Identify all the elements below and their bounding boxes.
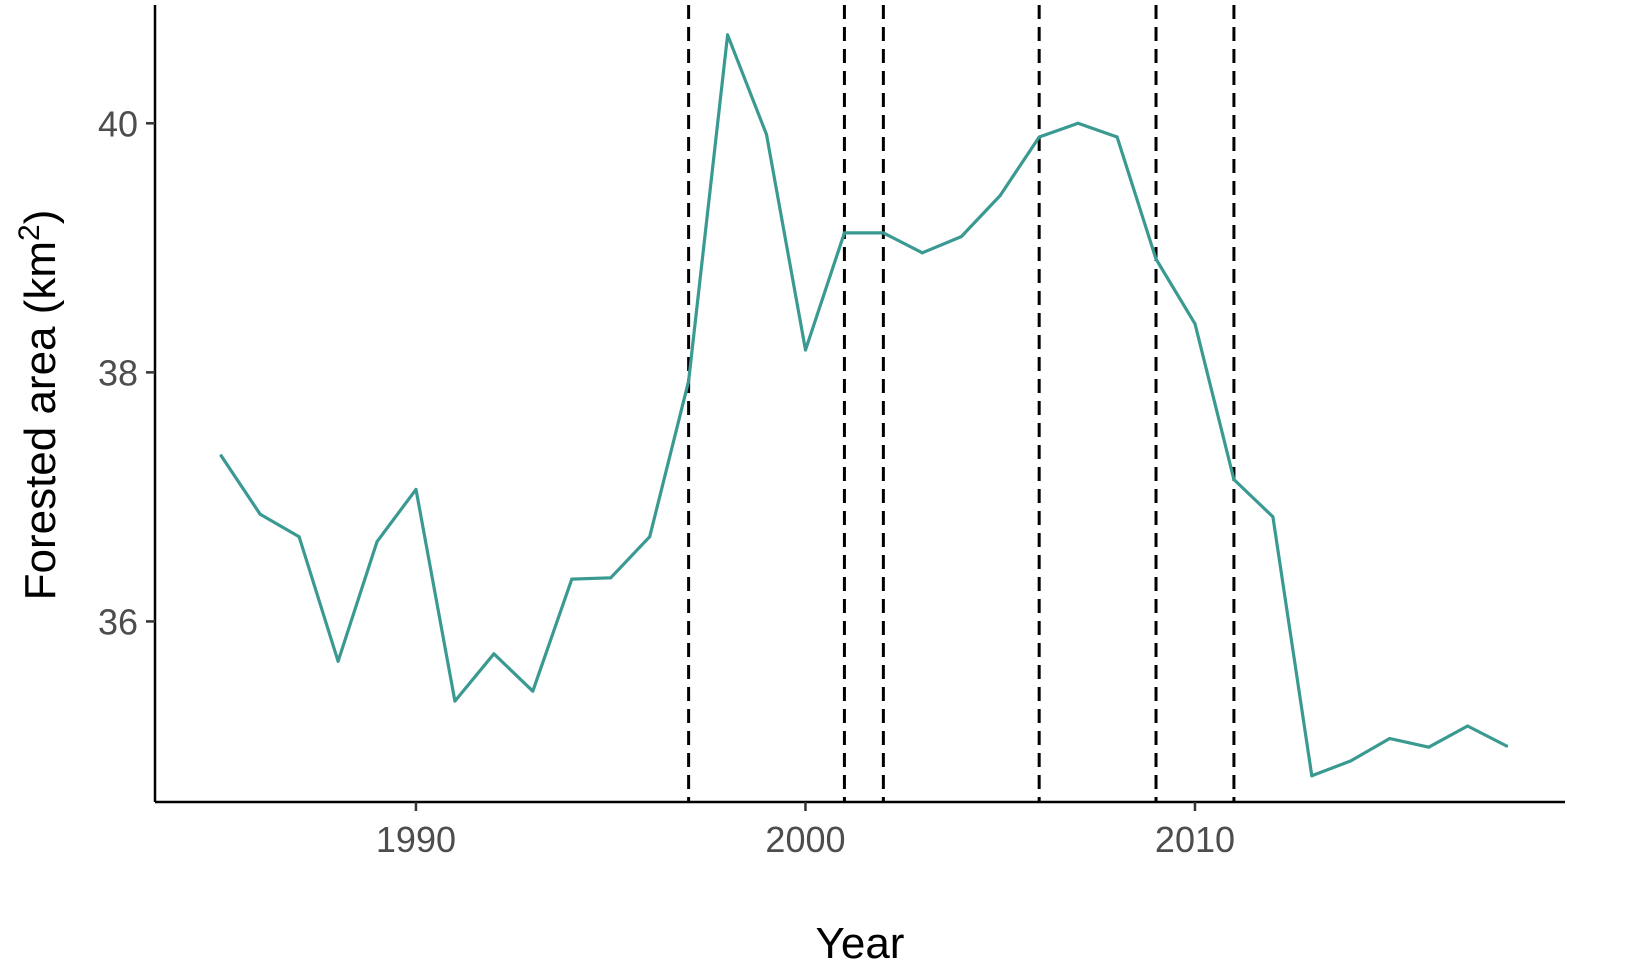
data-point: [648, 535, 652, 539]
data-point: [492, 652, 496, 656]
data-point: [726, 33, 730, 37]
data-point: [1232, 477, 1236, 481]
data-point: [336, 659, 340, 663]
data-point: [920, 251, 924, 255]
x-axis-ticks: 1990 2000 2010: [376, 802, 1235, 860]
x-tick-label: 2000: [765, 819, 845, 860]
data-point: [1037, 135, 1041, 139]
data-point: [1349, 759, 1353, 763]
data-point: [258, 512, 262, 516]
y-axis-ticks: 36 38 40: [98, 103, 155, 642]
data-point: [842, 231, 846, 235]
data-point: [1505, 744, 1509, 748]
x-axis-title: Year: [816, 919, 905, 963]
data-point: [881, 231, 885, 235]
data-point: [998, 194, 1002, 198]
data-point: [1271, 515, 1275, 519]
axes: [153, 5, 1565, 804]
data-point: [453, 699, 457, 703]
data-point: [687, 379, 691, 383]
data-point: [959, 235, 963, 239]
data-point: [765, 133, 769, 137]
y-axis-title-text: Forested area (km: [16, 241, 65, 600]
x-tick-label: 2010: [1155, 819, 1235, 860]
data-point: [531, 689, 535, 693]
x-tick-label: 1990: [376, 819, 456, 860]
data-point: [414, 487, 418, 491]
data-point: [297, 535, 301, 539]
reference-lines: [687, 5, 1236, 802]
data-point: [1310, 774, 1314, 778]
y-tick-label: 36: [98, 601, 138, 642]
data-point: [609, 576, 613, 580]
data-point: [219, 454, 223, 458]
y-axis-title-close: ): [16, 210, 65, 225]
data-point: [1115, 135, 1119, 139]
data-point: [1154, 257, 1158, 261]
data-point: [1427, 745, 1431, 749]
series-line: [219, 33, 1509, 778]
data-point: [1076, 121, 1080, 125]
data-point: [803, 348, 807, 352]
data-point: [1193, 322, 1197, 326]
data-point: [375, 540, 379, 544]
data-point: [1466, 724, 1470, 728]
y-tick-label: 40: [98, 103, 138, 144]
y-axis-title: Forested area (km2): [13, 210, 65, 601]
y-axis-title-superscript: 2: [13, 224, 46, 241]
data-point: [1388, 736, 1392, 740]
data-point: [570, 577, 574, 581]
series-layer: [219, 33, 1509, 778]
y-tick-label: 38: [98, 352, 138, 393]
